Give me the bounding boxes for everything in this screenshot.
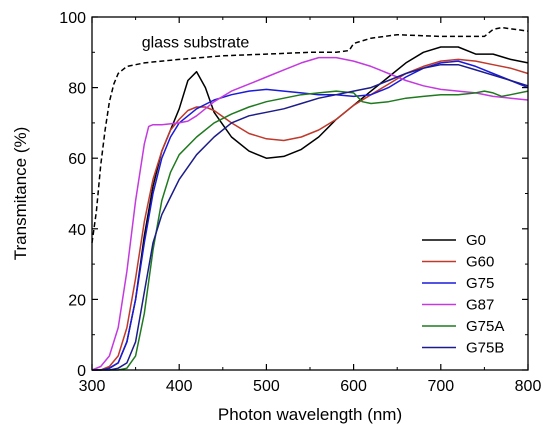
legend-label-g87: G87 <box>466 297 494 314</box>
series-layer <box>91 26 529 371</box>
y-tick-label: 100 <box>59 10 86 27</box>
plot-frame <box>91 16 529 371</box>
legend-label-g0: G0 <box>466 232 486 249</box>
x-tick-label: 800 <box>515 378 542 395</box>
series-g75-line <box>92 60 529 371</box>
series-g60-line <box>92 58 529 371</box>
series-g0-line <box>92 46 529 371</box>
series-g75a-line <box>92 90 529 371</box>
legend-label-g75b: G75B <box>466 340 504 357</box>
x-axis-title: Photon wavelength (nm) <box>218 405 402 424</box>
legend-label-g60: G60 <box>466 254 494 271</box>
y-tick-label: 60 <box>68 151 86 168</box>
x-tick-label: 700 <box>427 378 454 395</box>
y-tick-label: 40 <box>68 222 86 239</box>
y-axis-title: Transmitance (%) <box>11 127 30 261</box>
glass-substrate-label: glass substrate <box>142 35 250 52</box>
legend-label-g75a: G75A <box>466 318 504 335</box>
legend: G0 G60 G75 G87 G75A G75B <box>422 232 504 357</box>
series-g75b-line <box>92 63 529 371</box>
y-tick-label: 20 <box>68 292 86 309</box>
series-glass-substrate-line <box>91 26 529 244</box>
legend-label-g75: G75 <box>466 275 494 292</box>
ticks-layer: 300 400 500 600 700 800 0 20 40 60 80 100 <box>59 10 541 395</box>
x-tick-label: 400 <box>166 378 193 395</box>
series-g87-line <box>91 56 529 371</box>
y-tick-label: 0 <box>77 363 86 380</box>
x-tick-label: 500 <box>253 378 280 395</box>
x-tick-label: 600 <box>340 378 367 395</box>
y-tick-label: 80 <box>68 81 86 98</box>
x-tick-label: 300 <box>79 378 106 395</box>
